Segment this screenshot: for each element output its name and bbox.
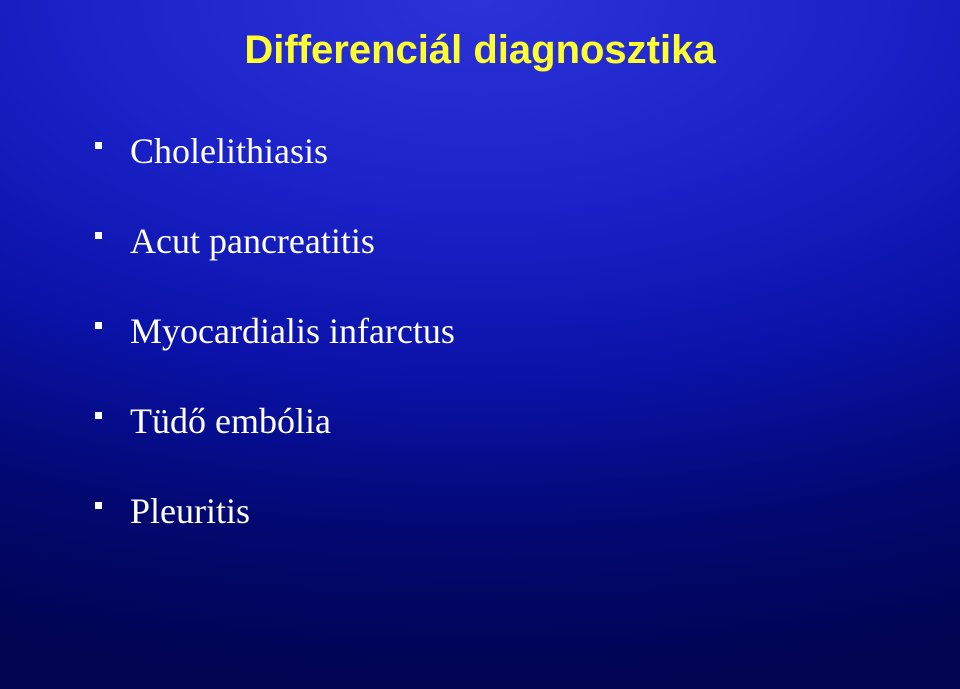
bullet-text: Cholelithiasis [130, 130, 328, 172]
list-item: Myocardialis infarctus [95, 310, 900, 352]
slide-title: Differenciál diagnosztika [0, 28, 960, 73]
bullet-text: Tüdő embólia [130, 400, 331, 442]
list-item: Tüdő embólia [95, 400, 900, 442]
bullet-icon [95, 502, 102, 509]
bullet-icon [95, 322, 102, 329]
bullet-text: Pleuritis [130, 490, 250, 532]
list-item: Acut pancreatitis [95, 220, 900, 262]
bullet-icon [95, 412, 102, 419]
list-item: Pleuritis [95, 490, 900, 532]
list-item: Cholelithiasis [95, 130, 900, 172]
slide-content: Cholelithiasis Acut pancreatitis Myocard… [95, 130, 900, 580]
slide: Differenciál diagnosztika Cholelithiasis… [0, 0, 960, 689]
bullet-text: Acut pancreatitis [130, 220, 375, 262]
bullet-icon [95, 142, 102, 149]
bullet-text: Myocardialis infarctus [130, 310, 455, 352]
bullet-icon [95, 232, 102, 239]
